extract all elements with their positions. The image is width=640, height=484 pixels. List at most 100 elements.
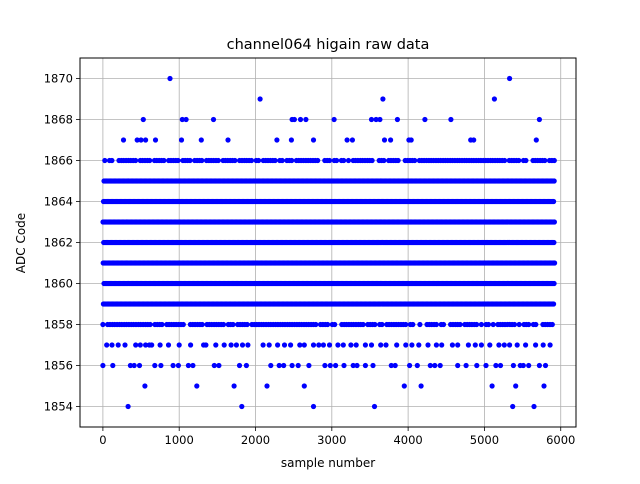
data-point [348,342,354,348]
data-point [198,137,204,143]
data-point [394,342,400,348]
x-tick-label: 5000 [470,433,499,447]
data-point [354,362,360,369]
data-point [203,342,209,348]
data-point [536,116,543,123]
y-tick-label: 1866 [44,154,73,168]
data-point [274,137,280,143]
data-point [551,198,557,205]
data-point [213,342,219,348]
data-point [541,383,547,389]
data-point [388,362,394,369]
data-point [301,342,307,348]
data-point [289,157,295,164]
data-point [408,137,414,143]
data-point [457,321,463,328]
data-point [313,321,319,328]
data-point [185,362,191,369]
data-point [487,342,493,348]
data-point [552,260,558,266]
y-tick-label: 1858 [44,318,73,332]
data-point [110,362,116,369]
data-point [510,362,516,369]
data-point [533,342,539,348]
data-point [533,137,539,143]
data-point [316,342,322,348]
data-point [332,321,338,328]
data-point [372,321,378,328]
data-point [288,137,294,143]
data-point [380,96,386,102]
data-point [368,342,375,348]
data-point [388,137,394,143]
data-point [437,362,443,369]
data-point [425,342,431,348]
data-point [233,342,239,348]
data-point [158,362,164,369]
data-point [137,342,143,348]
data-point [551,219,558,225]
data-point [301,383,307,389]
data-point [331,116,337,123]
data-point [362,342,368,348]
data-point [325,321,331,328]
data-point [230,321,236,328]
data-point [220,321,227,328]
data-point [403,342,409,348]
y-tick-label: 1868 [44,113,73,127]
data-point [551,280,557,287]
y-tick-label: 1860 [44,277,73,291]
data-point [239,342,246,348]
data-point [295,362,301,369]
data-point [147,157,153,164]
data-point [417,321,423,328]
data-point [275,342,281,348]
y-tick-label: 1864 [44,195,73,209]
data-point [239,403,245,410]
data-point [256,157,262,164]
data-point [551,301,557,307]
data-point [471,137,477,143]
data-point [232,157,238,164]
data-point [176,342,182,348]
data-point [455,362,461,369]
data-point [334,157,340,164]
data-point [551,178,557,184]
data-point [216,362,222,369]
data-point [501,342,507,348]
data-point [449,342,455,348]
data-point [344,137,350,143]
data-point [474,362,480,369]
data-point [489,383,495,389]
data-point [297,342,303,348]
data-point [310,342,317,348]
data-point [395,157,401,164]
data-point [167,75,173,82]
data-point [520,362,526,369]
data-point [133,342,139,348]
data-point [414,362,420,369]
data-point [377,116,383,123]
data-point [310,137,317,143]
data-point [179,116,185,123]
data-point [248,157,255,164]
data-point [536,362,543,369]
data-point [228,342,234,348]
data-point [159,321,165,328]
data-point [120,137,127,143]
data-point [190,362,196,369]
data-point [188,342,194,348]
data-point [472,342,478,348]
data-point [427,362,433,369]
data-point [180,321,186,328]
data-point [115,342,121,348]
data-point [491,96,497,102]
data-point [143,342,149,348]
data-point [493,362,499,369]
data-point [514,342,520,348]
data-point [362,362,368,369]
data-point [345,157,352,164]
data-point [432,362,438,369]
data-point [485,321,492,328]
